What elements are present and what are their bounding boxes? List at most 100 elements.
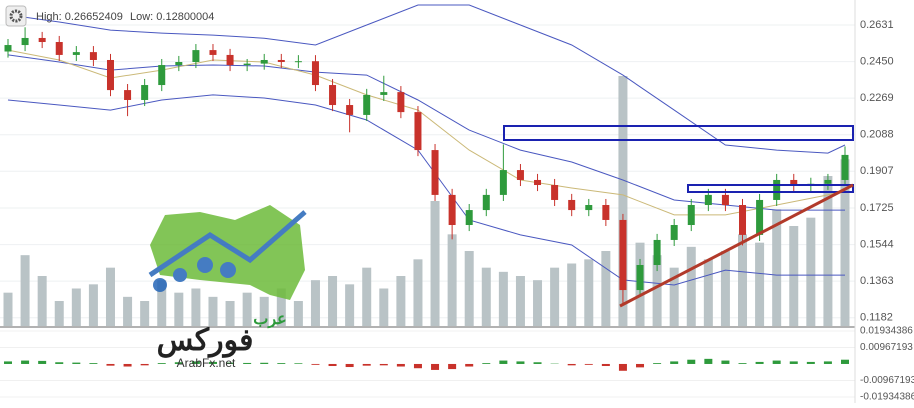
candle-body [141,85,148,100]
volume-bar [226,301,235,326]
volume-bar [140,301,149,326]
macd-bar [55,362,63,364]
candle-body [295,61,302,62]
candle-body [346,105,353,115]
macd-tick-label: -0.00967193 [860,375,914,386]
candle-body [22,38,29,45]
macd-bar [141,364,149,365]
macd-bar [329,364,337,366]
macd-bar [636,364,644,367]
volume-bar [721,251,730,326]
macd-bar [687,360,695,364]
candle-body [705,195,712,205]
candle-body [671,225,678,240]
candle-body [500,170,507,195]
logo-coin [220,262,236,278]
candle-body [329,85,336,105]
macd-bar [499,361,507,364]
candle-body [449,195,456,225]
macd-bar [243,363,251,364]
volume-bar [448,234,457,326]
candle-body [158,65,165,85]
candle-body [585,205,592,210]
candle-body [654,240,661,265]
y-tick-label: 0.1544 [860,239,894,251]
volume-bar [550,268,559,326]
volume-bar [174,293,183,326]
macd-tick-label: 0.00967193 [860,342,913,353]
y-tick-label: 0.2631 [860,19,894,31]
candle-body [397,92,404,112]
volume-bar [379,289,388,327]
macd-bar [277,363,285,364]
high-label: High: 0.26652409 [36,11,123,23]
low-label: Low: 0.12800004 [130,11,214,23]
macd-bar [311,364,319,365]
volume-bar [738,234,747,326]
macd-bar [807,362,815,364]
macd-bar [294,363,302,364]
macd-bar [260,363,268,364]
candle-body [261,60,268,64]
volume-bar [4,293,13,326]
candle-body [244,64,251,65]
macd-bar [158,363,166,364]
candle-body [209,50,216,55]
volume-bar [345,284,354,326]
macd-bar [4,361,12,364]
candle-body [90,52,97,60]
candle-body [688,205,695,225]
macd-bar [448,364,456,369]
volume-bar [533,280,542,326]
volume-bar [191,289,200,327]
y-tick-label: 0.1907 [860,165,894,177]
volume-bar [413,259,422,326]
candle-body [432,150,439,195]
y-tick-label: 0.1182 [860,312,893,324]
macd-bar [841,360,849,364]
candle-body [39,38,46,42]
settings-button[interactable] [6,6,26,26]
macd-bar [482,363,490,364]
macd-bar [824,361,832,364]
volume-bar [208,297,217,326]
macd-bar [363,364,371,366]
volume-bar [516,276,525,326]
macd-bar [704,359,712,364]
candle-body [824,180,831,184]
macd-bar [21,361,29,364]
candle-body [124,90,131,100]
y-tick-label: 0.2450 [860,56,894,68]
volume-bar [328,276,337,326]
macd-bar [790,361,798,364]
volume-bar [72,289,81,327]
macd-bar [670,361,678,364]
macd-bar [346,364,354,367]
volume-bar [755,243,764,326]
volume-bar [687,247,696,326]
volume-bar [482,268,491,326]
candle-body [756,200,763,235]
macd-bar [465,364,473,367]
volume-bar [601,251,610,326]
volume-bar [704,259,713,326]
candle-body [5,45,12,51]
macd-bar [124,364,132,367]
y-tick-label: 0.2269 [860,92,894,104]
macd-bar [431,364,439,370]
candle-body [312,61,319,85]
volume-bar [294,301,303,326]
volume-bar [499,272,508,326]
macd-bar [619,364,627,371]
macd-bar [397,364,405,367]
macd-bar [38,361,46,364]
volume-bar [396,276,405,326]
candle-body [466,210,473,225]
volume-bar [465,251,474,326]
macd-bar [414,364,422,368]
volume-bar [21,255,30,326]
candle-body [534,180,541,185]
candle-body [56,42,63,55]
candle-body [380,92,387,95]
macd-bar [585,364,593,365]
